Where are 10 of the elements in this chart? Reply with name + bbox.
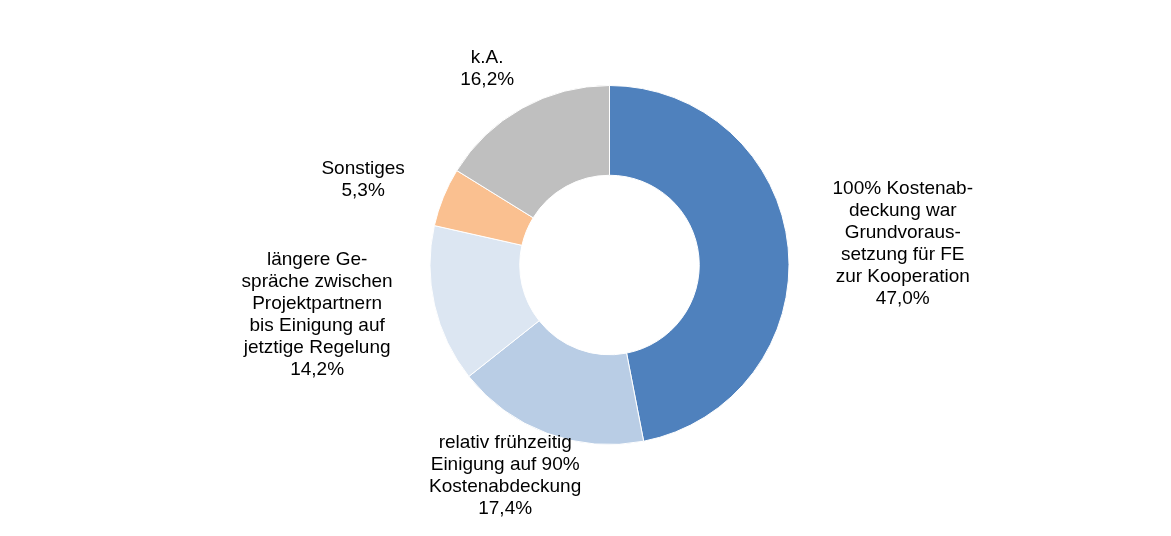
data-label: 16,2% — [460, 68, 515, 90]
slice-label: längere Ge- spräche zwischen Projektpartnern bis Einigung auf jetztige Regelung — [241, 248, 393, 358]
slice-label: 100% Kostenab- deckung war Grundvoraus- setzung für FE zur Kooperation — [832, 176, 974, 286]
data-label: 17,4% — [478, 496, 533, 518]
data-label: 14,2% — [290, 358, 345, 380]
slice-label: Sonstiges — [321, 157, 405, 179]
data-label: 5,3% — [341, 179, 385, 201]
slice-label: k.A. — [470, 46, 504, 68]
data-label: 47,0% — [875, 286, 930, 308]
slice-label: relativ frühzeitig Einigung auf 90% Kostenabdeckung — [429, 430, 582, 496]
